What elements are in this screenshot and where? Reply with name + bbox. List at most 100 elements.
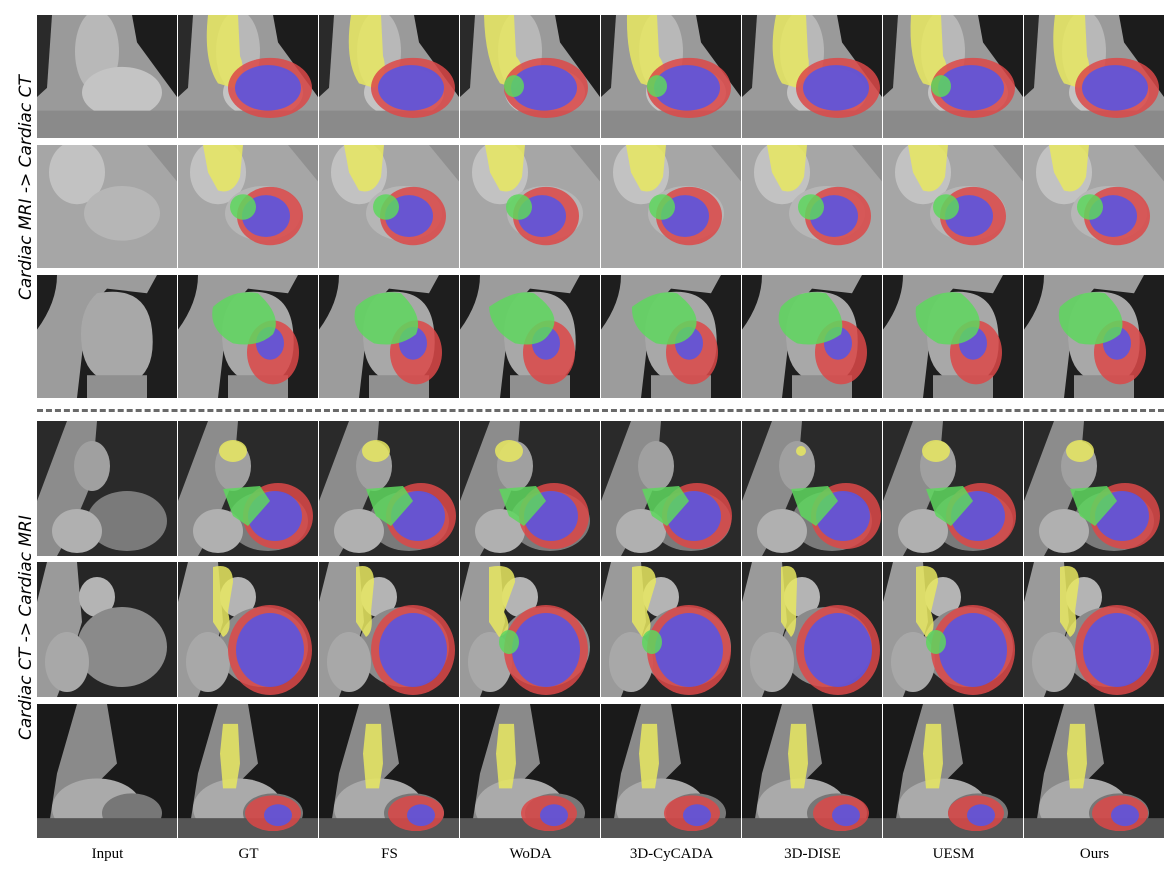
panel-3d-dise-row-6 [742, 704, 882, 838]
panel-3d-cycada-row-4 [601, 421, 741, 556]
panel-ours-row-2 [1024, 145, 1164, 268]
segmentation-image [1024, 145, 1164, 268]
segmentation-image [319, 421, 459, 556]
panel-uesm-row-2 [883, 145, 1023, 268]
panel-3d-dise-row-5 [742, 562, 882, 697]
segmentation-image [37, 562, 177, 697]
column-label-uesm: UESM [932, 846, 975, 862]
panel-fs-row-6 [319, 704, 459, 838]
panel-3d-cycada-row-3 [601, 275, 741, 398]
segmentation-image [883, 704, 1023, 838]
panel-woda-row-3 [460, 275, 600, 398]
column-label-woda: WoDA [509, 846, 552, 862]
row-group-label-ct-to-mri: Cardiac CT -> Cardiac MRI [16, 515, 36, 740]
panel-ours-row-5 [1024, 562, 1164, 697]
segmentation-image [178, 15, 318, 138]
column-label-input: Input [91, 846, 124, 862]
panel-woda-row-4 [460, 421, 600, 556]
segmentation-image [742, 562, 882, 697]
panel-3d-dise-row-1 [742, 15, 882, 138]
segmentation-image [1024, 704, 1164, 838]
panel-ours-row-3 [1024, 275, 1164, 398]
panel-3d-dise-row-3 [742, 275, 882, 398]
segmentation-image [883, 145, 1023, 268]
panel-woda-row-1 [460, 15, 600, 138]
segmentation-image [601, 704, 741, 838]
segmentation-image [742, 275, 882, 398]
panel-gt-row-4 [178, 421, 318, 556]
segmentation-image [601, 15, 741, 138]
panel-uesm-row-4 [883, 421, 1023, 556]
column-label-ours: Ours [1079, 846, 1110, 862]
panel-gt-row-5 [178, 562, 318, 697]
panel-gt-row-2 [178, 145, 318, 268]
segmentation-image [37, 275, 177, 398]
segmentation-image [37, 704, 177, 838]
panel-woda-row-6 [460, 704, 600, 838]
panel-ours-row-1 [1024, 15, 1164, 138]
segmentation-image [601, 421, 741, 556]
panel-fs-row-2 [319, 145, 459, 268]
panel-woda-row-5 [460, 562, 600, 697]
panel-3d-cycada-row-2 [601, 145, 741, 268]
panel-input-row-5 [37, 562, 177, 697]
segmentation-image [37, 145, 177, 268]
segmentation-image [460, 15, 600, 138]
segmentation-image [883, 15, 1023, 138]
panel-3d-dise-row-2 [742, 145, 882, 268]
segmentation-image [601, 562, 741, 697]
segmentation-image [601, 145, 741, 268]
segmentation-image [178, 562, 318, 697]
segmentation-image [883, 421, 1023, 556]
segmentation-image [883, 562, 1023, 697]
panel-fs-row-5 [319, 562, 459, 697]
segmentation-image [742, 145, 882, 268]
segmentation-image [319, 562, 459, 697]
segmentation-image [37, 15, 177, 138]
panel-3d-cycada-row-6 [601, 704, 741, 838]
segmentation-image [178, 704, 318, 838]
segmentation-image [742, 421, 882, 556]
panel-gt-row-1 [178, 15, 318, 138]
segmentation-image [742, 704, 882, 838]
panel-ours-row-6 [1024, 704, 1164, 838]
segmentation-image [1024, 275, 1164, 398]
panel-gt-row-3 [178, 275, 318, 398]
panel-input-row-3 [37, 275, 177, 398]
segmentation-image [178, 145, 318, 268]
panel-uesm-row-6 [883, 704, 1023, 838]
panel-gt-row-6 [178, 704, 318, 838]
panel-uesm-row-1 [883, 15, 1023, 138]
panel-3d-cycada-row-5 [601, 562, 741, 697]
column-label-fs: FS [381, 846, 398, 862]
segmentation-image [601, 275, 741, 398]
panel-ours-row-4 [1024, 421, 1164, 556]
column-label-gt: GT [238, 846, 259, 862]
segmentation-image [37, 421, 177, 556]
panel-fs-row-3 [319, 275, 459, 398]
segmentation-image [460, 145, 600, 268]
panel-3d-cycada-row-1 [601, 15, 741, 138]
segmentation-image [460, 704, 600, 838]
segmentation-image [1024, 421, 1164, 556]
panel-3d-dise-row-4 [742, 421, 882, 556]
segmentation-image [319, 704, 459, 838]
segmentation-image [178, 421, 318, 556]
segmentation-image [319, 145, 459, 268]
segmentation-image [178, 275, 318, 398]
panel-input-row-6 [37, 704, 177, 838]
segmentation-image [319, 275, 459, 398]
panel-fs-row-4 [319, 421, 459, 556]
group-divider-dashed-line [37, 409, 1164, 412]
column-label-3d-cycada: 3D-CyCADA [629, 846, 714, 862]
panel-input-row-1 [37, 15, 177, 138]
panel-uesm-row-3 [883, 275, 1023, 398]
segmentation-image [319, 15, 459, 138]
panel-uesm-row-5 [883, 562, 1023, 697]
segmentation-image [883, 275, 1023, 398]
column-label-3d-dise: 3D-DISE [784, 846, 841, 862]
row-group-label-mri-to-ct: Cardiac MRI -> Cardiac CT [16, 75, 36, 300]
panel-input-row-2 [37, 145, 177, 268]
panel-fs-row-1 [319, 15, 459, 138]
